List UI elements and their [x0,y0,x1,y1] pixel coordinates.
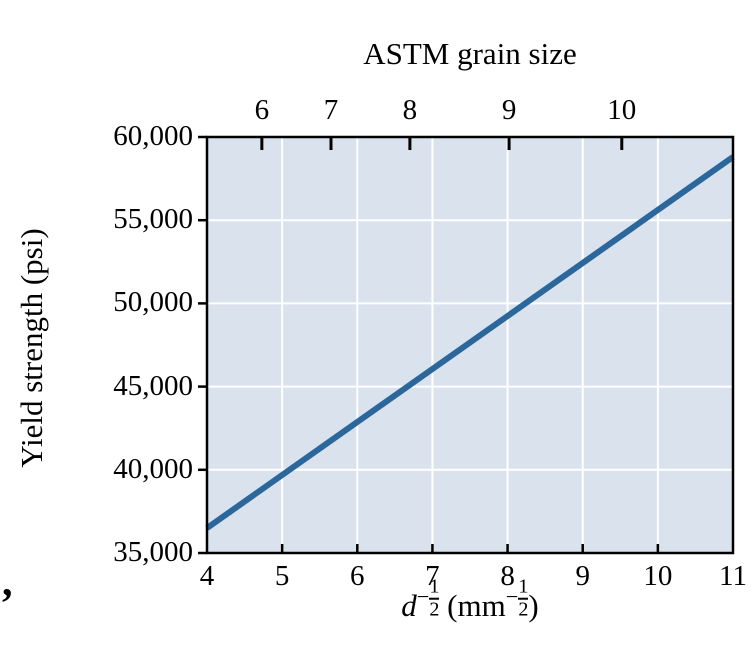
x-tick-label: 6 [350,560,365,592]
y-tick-label: 50,000 [113,286,193,319]
y-tick-label: 45,000 [113,369,193,402]
stray-text-mark: , [2,559,13,605]
x-tick-label: 8 [500,560,515,592]
x-tick-label: 10 [643,560,673,592]
top-axis-tick-label: 9 [501,94,517,126]
x-tick-label: 5 [274,560,290,592]
top-axis-title: ASTM grain size [363,36,577,71]
x-axis-unit-open: (mm [447,588,506,623]
x-axis-exponent: −1 2 [416,575,440,621]
y-tick-label: 55,000 [113,203,193,236]
y-tick-label: 60,000 [113,120,193,152]
x-axis-unit-close: ) [528,588,539,623]
y-tick-label: 35,000 [113,536,193,568]
y-tick-label: 40,000 [113,452,193,485]
top-axis-tick-label: 10 [607,94,637,126]
x-tick-label: 7 [425,560,440,592]
y-axis-label: Yield strength (psi) [14,228,49,468]
top-axis-tick-label: 6 [254,94,270,126]
x-axis-variable: d [401,588,417,623]
x-tick-label: 11 [719,560,747,592]
x-axis-unit-exponent: −1 2 [505,575,529,621]
x-tick-label: 9 [575,560,590,592]
x-tick-label: 4 [199,560,215,592]
top-axis-tick-label: 8 [402,94,418,126]
top-axis-tick-label: 7 [323,94,339,126]
x-axis-label: d− 1 2 (mm− 1 2) [270,576,670,633]
